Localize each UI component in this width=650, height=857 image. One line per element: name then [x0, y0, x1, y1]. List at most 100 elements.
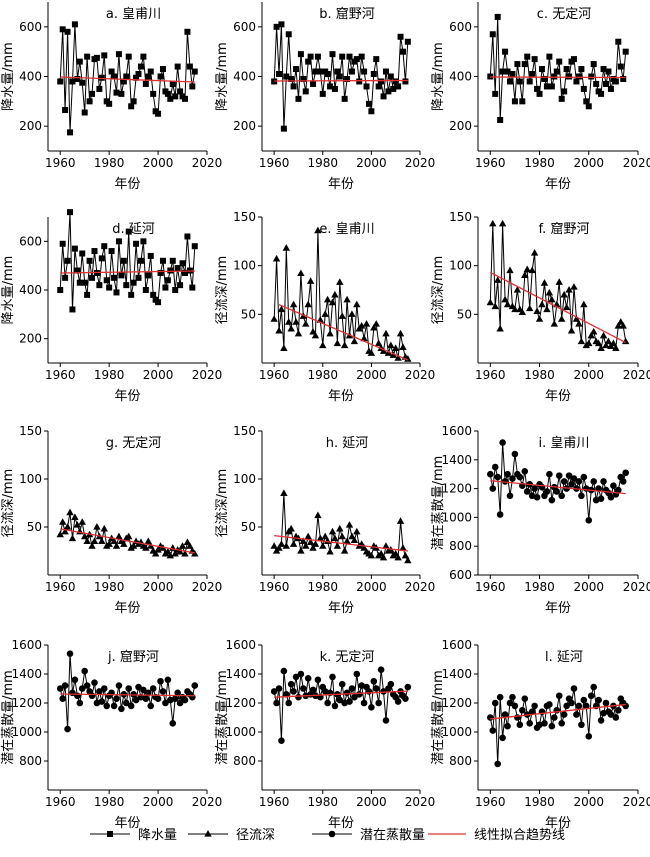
- data-point: [324, 71, 331, 78]
- data-point: [174, 689, 181, 697]
- data-point: [275, 685, 283, 692]
- series-line: [273, 669, 409, 741]
- data-point: [295, 95, 302, 102]
- data-point: [587, 331, 595, 339]
- data-point: [518, 308, 527, 315]
- data-point: [336, 73, 343, 80]
- data-point: [353, 56, 360, 63]
- data-point: [110, 702, 118, 710]
- data-point: [159, 257, 166, 264]
- panel-title: e. 皇甫川: [319, 222, 374, 237]
- x-tick-label: 1980: [94, 580, 125, 594]
- data-point: [580, 696, 588, 704]
- data-point: [177, 88, 184, 95]
- data-point: [64, 725, 71, 733]
- data-point: [336, 524, 344, 532]
- data-point: [324, 699, 331, 707]
- x-tick-label: 2020: [405, 795, 436, 809]
- y-axis-label: 潜在蒸散量/mm: [215, 670, 230, 765]
- data-point: [585, 516, 593, 524]
- data-point: [367, 551, 376, 559]
- data-point: [370, 323, 378, 331]
- data-point: [362, 320, 371, 327]
- data-point: [556, 58, 563, 65]
- data-point: [501, 478, 509, 485]
- data-point: [560, 478, 568, 485]
- data-point: [503, 300, 512, 308]
- data-point: [507, 78, 513, 85]
- data-point: [81, 667, 88, 675]
- x-tick-label: 2000: [356, 156, 387, 170]
- data-point: [133, 74, 140, 81]
- y-tick-label: 150: [233, 210, 256, 224]
- data-point: [275, 544, 283, 551]
- data-point: [144, 537, 152, 544]
- data-point: [98, 255, 105, 262]
- data-point: [122, 699, 130, 707]
- y-tick-label: 1600: [441, 638, 472, 652]
- y-axis-label: 降水量/mm: [1, 42, 16, 111]
- x-tick-label: 1980: [94, 368, 125, 382]
- data-point: [103, 702, 111, 710]
- data-point: [404, 683, 412, 691]
- data-point: [67, 129, 74, 136]
- data-point: [374, 339, 383, 347]
- data-point: [300, 685, 307, 692]
- data-point: [164, 90, 171, 97]
- data-point: [171, 695, 179, 702]
- data-point: [401, 551, 410, 559]
- y-tick-label: 50: [241, 520, 256, 534]
- data-point: [295, 693, 302, 701]
- data-point: [132, 696, 140, 704]
- x-tick-label: 2020: [405, 368, 436, 382]
- data-point: [61, 527, 69, 535]
- data-point: [140, 53, 147, 60]
- data-point: [282, 244, 291, 251]
- data-point: [546, 53, 553, 60]
- data-point: [115, 532, 123, 540]
- data-point: [399, 48, 406, 55]
- x-tick-label: 1960: [475, 368, 506, 382]
- data-point: [368, 108, 375, 115]
- data-point: [145, 73, 152, 80]
- data-point: [571, 56, 577, 63]
- data-point: [305, 58, 312, 65]
- y-tick-label: 1200: [11, 696, 42, 710]
- data-point: [314, 676, 322, 684]
- data-point: [506, 492, 514, 500]
- legend-label: 降水量: [138, 828, 177, 843]
- data-point: [78, 685, 86, 692]
- data-point: [350, 337, 359, 345]
- data-point: [86, 98, 93, 105]
- data-point: [282, 542, 291, 549]
- x-tick-label: 1960: [259, 795, 290, 809]
- data-point: [589, 327, 598, 335]
- data-point: [147, 68, 154, 75]
- data-point: [112, 542, 121, 549]
- data-point: [76, 58, 83, 65]
- data-point: [399, 544, 407, 551]
- data-point: [297, 269, 305, 277]
- data-point: [546, 701, 553, 708]
- data-point: [150, 90, 157, 97]
- data-point: [501, 711, 509, 718]
- data-point: [277, 305, 286, 313]
- data-point: [605, 68, 612, 75]
- data-point: [353, 300, 361, 308]
- x-tick-label: 2000: [143, 795, 174, 809]
- y-axis-label: 潜在蒸散量/mm: [1, 670, 16, 765]
- data-point: [280, 667, 288, 675]
- data-point: [487, 73, 494, 80]
- data-point: [600, 478, 607, 485]
- data-point: [289, 540, 298, 547]
- x-tick-label: 1960: [259, 580, 290, 594]
- data-point: [404, 355, 412, 362]
- data-point: [603, 80, 609, 87]
- data-point: [191, 549, 199, 557]
- legend-label: 线性拟合趋势线: [474, 827, 565, 843]
- x-tick-label: 2020: [192, 156, 223, 170]
- data-point: [338, 312, 346, 319]
- data-point: [597, 495, 605, 502]
- trend-line: [60, 76, 195, 83]
- data-point: [106, 100, 113, 107]
